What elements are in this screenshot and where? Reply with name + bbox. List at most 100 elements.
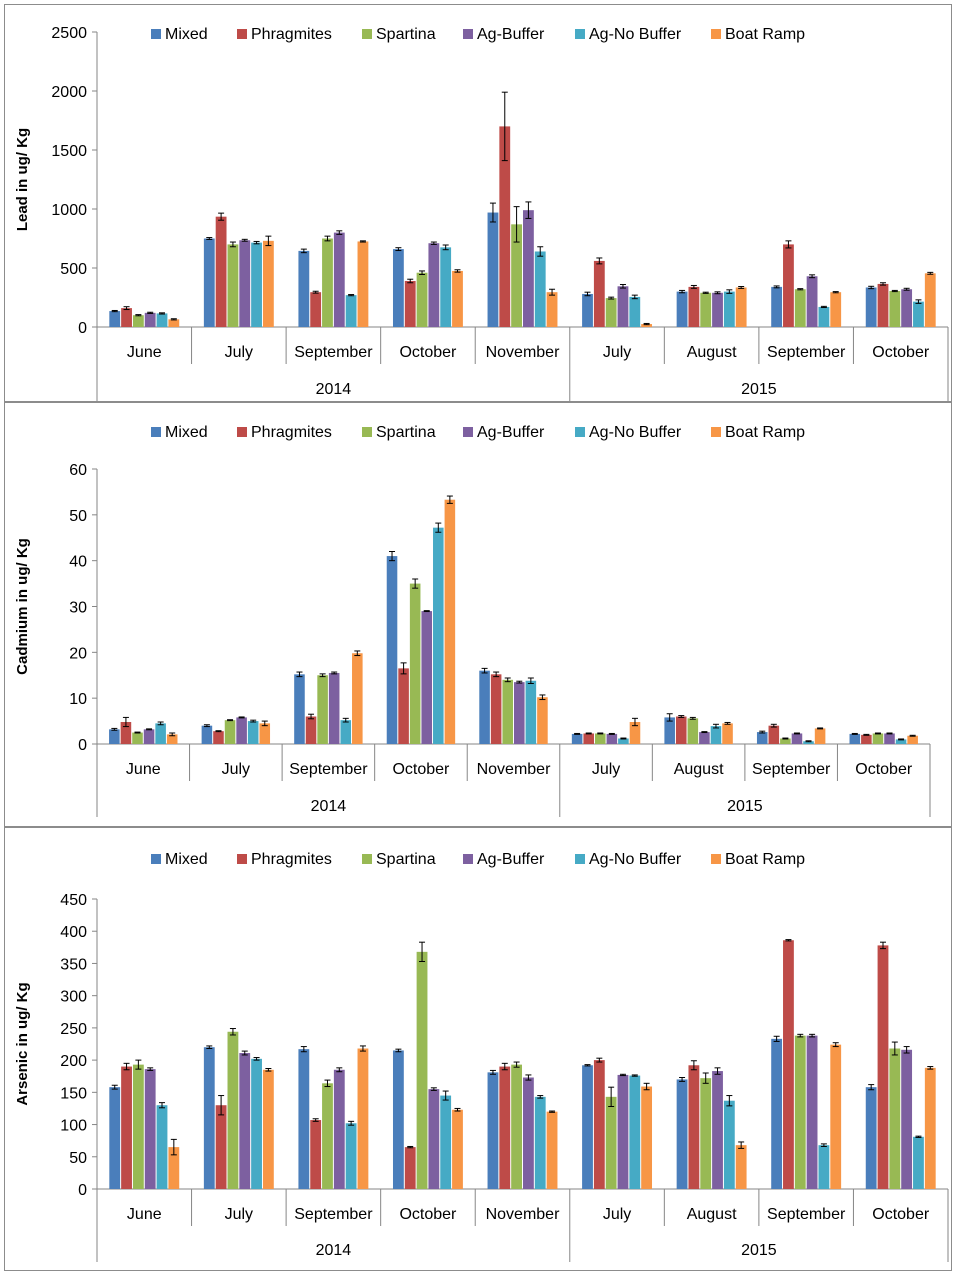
bar-ag-buffer (699, 732, 710, 744)
x-category-label: July (592, 761, 620, 778)
x-category-label: August (687, 1206, 737, 1223)
bar-mixed (109, 311, 121, 327)
bar-phragmites (593, 260, 605, 327)
x-category-label: July (222, 761, 250, 778)
bar-ag-no-buffer (534, 251, 546, 327)
bar-ag-no-buffer (155, 723, 166, 744)
bar-phragmites (499, 126, 511, 328)
bar-spartina (511, 1064, 522, 1189)
y-tick-label: 2000 (51, 84, 87, 101)
bar-mixed (865, 1087, 877, 1189)
bar-phragmites (215, 1105, 227, 1189)
x-category-label: August (674, 761, 724, 778)
bar-boat-ramp (452, 270, 463, 327)
bar-phragmites (583, 733, 594, 744)
bar-ag-buffer (901, 289, 913, 327)
x-category-label: June (127, 1206, 162, 1223)
x-category-label: September (294, 1206, 373, 1223)
bar-ag-buffer (144, 1069, 156, 1189)
x-category-label: October (392, 761, 450, 778)
bar-ag-buffer (523, 210, 534, 327)
bar-mixed (109, 729, 120, 744)
bar-mixed (849, 733, 861, 744)
bar-spartina (700, 292, 712, 327)
bar-mixed (571, 733, 583, 744)
bar-spartina (317, 675, 328, 744)
bar-spartina (889, 1048, 901, 1189)
legend-label-phragmites: Phragmites (251, 424, 332, 441)
legend-swatch-ag-buffer (463, 427, 473, 437)
bar-spartina (227, 1031, 239, 1189)
bar-ag-buffer (333, 232, 345, 327)
bar-spartina (794, 1035, 806, 1189)
bar-boat-ramp (262, 1069, 274, 1189)
bar-spartina (700, 1078, 712, 1189)
lead-chart-panel: Mixed Phragmites Spartina Ag-Buffer Ag-No Bu… (4, 4, 952, 402)
x-group-label: 2014 (316, 381, 352, 398)
bar-boat-ramp (546, 292, 558, 327)
bar-mixed (771, 286, 783, 327)
bar-mixed (756, 732, 768, 744)
y-tick-label: 10 (69, 691, 87, 708)
bar-mixed (582, 1065, 593, 1189)
bar-boat-ramp (546, 1111, 558, 1189)
bar-boat-ramp (735, 287, 747, 327)
x-category-label: September (294, 344, 373, 361)
bar-ag-buffer (239, 1053, 251, 1189)
legend-label-spartina: Spartina (376, 851, 436, 868)
bar-spartina (605, 1096, 617, 1189)
bar-spartina (227, 244, 239, 327)
x-category-label: September (767, 344, 846, 361)
bar-ag-buffer (514, 682, 525, 744)
arsenic-chart-panel: Mixed Phragmites Spartina Ag-Buffer Ag-No Bu… (4, 827, 952, 1271)
x-category-label: June (127, 344, 162, 361)
bar-phragmites (215, 216, 227, 327)
bar-spartina (511, 224, 522, 327)
y-axis-title: Lead in ug/ Kg (14, 128, 31, 231)
bar-spartina (322, 1083, 333, 1189)
bar-phragmites (404, 1147, 416, 1189)
legend-label-phragmites: Phragmites (251, 851, 332, 868)
y-tick-label: 150 (60, 1085, 87, 1102)
x-category-label: August (687, 344, 737, 361)
bar-ag-no-buffer (247, 721, 259, 744)
bar-phragmites (877, 283, 889, 327)
bar-ag-buffer (239, 240, 251, 327)
y-tick-label: 100 (60, 1118, 87, 1135)
x-group-label: 2014 (311, 798, 347, 815)
x-group-label: 2015 (741, 1242, 777, 1259)
bar-mixed (109, 1087, 121, 1189)
x-category-label: November (486, 1206, 560, 1223)
bar-mixed (865, 287, 877, 327)
bar-boat-ramp (444, 499, 456, 744)
bar-ag-buffer (523, 1077, 534, 1189)
bar-phragmites (499, 1066, 511, 1189)
bar-boat-ramp (168, 1147, 180, 1189)
bar-ag-no-buffer (618, 738, 629, 744)
bar-ag-no-buffer (340, 720, 352, 744)
bar-ag-buffer (901, 1049, 913, 1189)
bar-boat-ramp (830, 292, 842, 327)
bar-spartina (224, 720, 236, 744)
bar-boat-ramp (629, 722, 641, 744)
bar-spartina (132, 732, 143, 744)
y-tick-label: 450 (60, 892, 87, 909)
y-tick-label: 2500 (51, 25, 87, 42)
bar-phragmites (861, 734, 872, 744)
bar-mixed (582, 293, 593, 327)
bar-phragmites (120, 722, 132, 744)
bar-ag-no-buffer (629, 1075, 641, 1189)
legend-label-mixed: Mixed (165, 424, 208, 441)
bar-phragmites (490, 674, 502, 744)
bar-mixed (771, 1038, 783, 1189)
bar-ag-buffer (421, 611, 433, 744)
y-tick-label: 30 (69, 600, 87, 617)
y-axis-title: Arsenic in ug/ Kg (14, 982, 31, 1105)
x-category-label: October (399, 1206, 457, 1223)
bar-ag-buffer (617, 1074, 629, 1189)
bar-mixed (294, 674, 305, 744)
legend-label-boat-ramp: Boat Ramp (725, 851, 805, 868)
bar-ag-buffer (144, 312, 156, 327)
x-category-label: July (225, 1206, 253, 1223)
bar-phragmites (783, 244, 794, 327)
